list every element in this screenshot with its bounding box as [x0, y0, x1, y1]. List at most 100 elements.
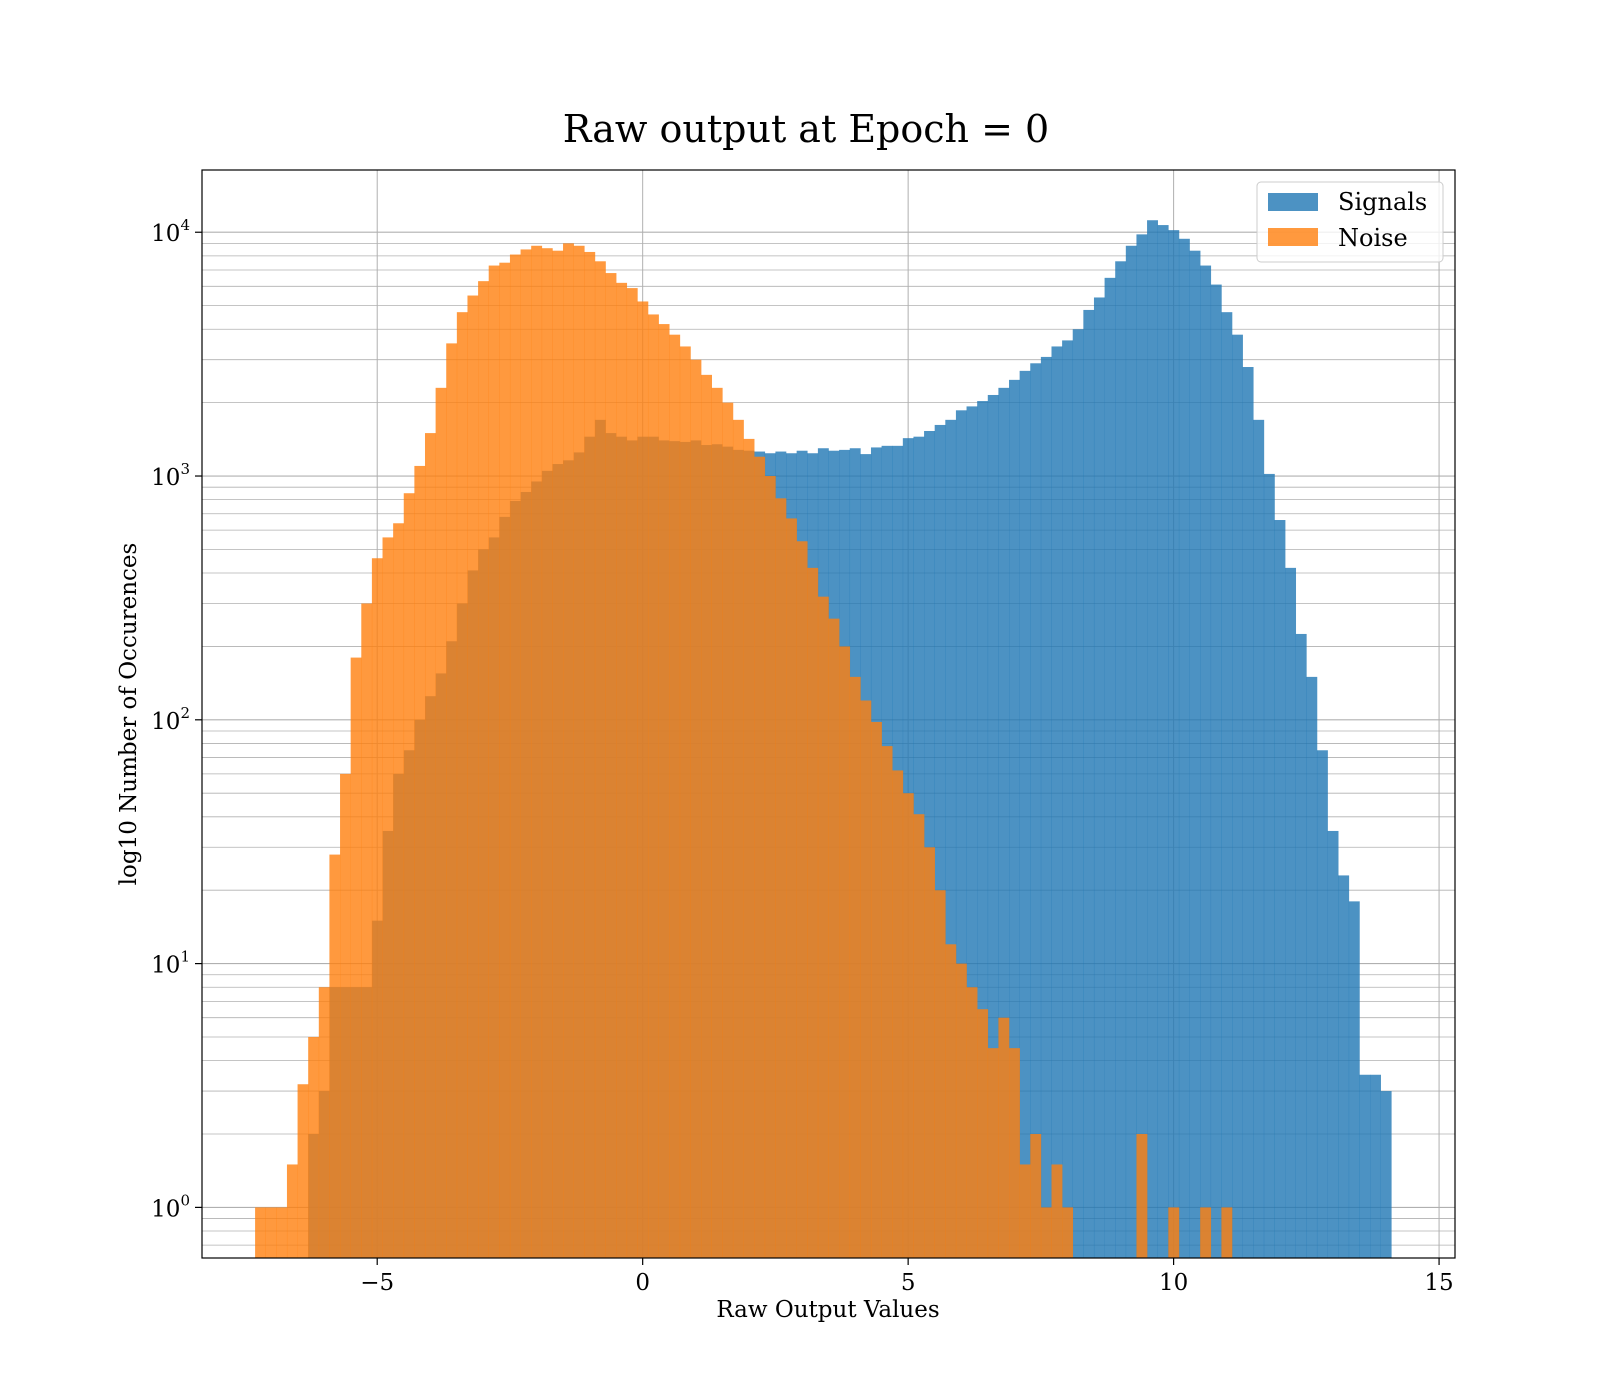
noise-bar: [892, 770, 904, 1258]
y-axis-label: log10 Number of Occurences: [116, 543, 142, 886]
noise-bar: [616, 282, 628, 1259]
noise-bar: [1009, 1048, 1020, 1258]
signals-bar: [1253, 419, 1265, 1258]
x-tick-label: 0: [635, 1270, 650, 1296]
noise-bar: [297, 1084, 309, 1258]
noise-bar: [881, 746, 893, 1258]
noise-bars: [255, 243, 1233, 1259]
legend-label-signals: Signals: [1338, 188, 1427, 216]
signals-bar: [924, 430, 935, 1258]
noise-bar: [658, 324, 670, 1258]
noise-bar: [509, 254, 521, 1259]
signals-bar: [1030, 363, 1042, 1259]
signals-bar: [1338, 875, 1350, 1258]
signals-bar: [1136, 234, 1148, 1259]
signals-bar: [1210, 284, 1222, 1258]
noise-bar: [945, 944, 957, 1258]
y-tick-label: 100: [151, 1191, 190, 1222]
noise-bar: [722, 402, 734, 1258]
noise-bar: [647, 314, 659, 1259]
noise-bar: [520, 249, 532, 1258]
noise-bar: [371, 558, 383, 1258]
noise-bar: [265, 1207, 277, 1258]
signals-bar: [1306, 676, 1318, 1258]
noise-bar: [870, 721, 882, 1258]
noise-bar: [1030, 1133, 1042, 1258]
noise-bar: [403, 493, 415, 1258]
noise-bar: [1221, 1207, 1233, 1258]
signals-bar: [1019, 370, 1031, 1259]
noise-bar: [255, 1207, 267, 1258]
noise-bar: [1168, 1207, 1180, 1258]
legend-swatch-noise: [1268, 228, 1318, 246]
noise-bar: [977, 1009, 989, 1258]
noise-bar: [340, 773, 351, 1258]
signals-bar: [1380, 1091, 1392, 1258]
noise-bar: [531, 245, 543, 1258]
signals-bar: [987, 394, 999, 1258]
signals-bar: [977, 401, 989, 1258]
noise-bar: [329, 854, 341, 1258]
signals-bar: [934, 424, 946, 1259]
noise-bar: [286, 1164, 298, 1258]
noise-bar: [456, 312, 468, 1258]
noise-bar: [1040, 1207, 1052, 1258]
signals-bar: [966, 406, 978, 1258]
signals-bar: [1072, 329, 1084, 1258]
noise-bar: [934, 890, 946, 1258]
noise-bar: [828, 618, 840, 1258]
noise-bar: [446, 343, 458, 1258]
chart-title: Raw output at Epoch = 0: [563, 107, 1049, 151]
noise-bar: [361, 603, 373, 1258]
noise-bar: [605, 273, 617, 1258]
noise-bar: [817, 596, 829, 1258]
noise-bar: [541, 248, 553, 1258]
noise-bar: [807, 567, 819, 1258]
signals-bar: [1125, 245, 1137, 1258]
signals-bar: [955, 410, 967, 1259]
signals-bar: [1062, 340, 1074, 1258]
noise-bar: [679, 346, 691, 1258]
noise-bar: [308, 1036, 320, 1258]
noise-bar: [786, 518, 797, 1258]
noise-bar: [573, 245, 585, 1258]
noise-bar: [902, 793, 914, 1258]
noise-bar: [764, 476, 776, 1259]
plot-frame: [201, 169, 1456, 1259]
signals-bar: [1316, 750, 1328, 1258]
x-tick-label: 10: [1159, 1270, 1188, 1296]
noise-bar: [1051, 1164, 1063, 1258]
signals-bar: [1051, 346, 1063, 1258]
noise-bar: [669, 334, 681, 1258]
noise-bar: [1136, 1133, 1148, 1258]
signals-bar: [1168, 230, 1180, 1258]
signals-bar: [1295, 633, 1307, 1258]
signals-bar: [1147, 220, 1158, 1258]
noise-bar: [350, 657, 362, 1258]
noise-bar: [924, 847, 935, 1258]
noise-bar: [849, 676, 861, 1258]
signals-bar: [1115, 261, 1127, 1259]
signals-bar: [1348, 901, 1360, 1258]
noise-bar: [1062, 1207, 1074, 1258]
noise-bar: [690, 359, 702, 1259]
noise-bar: [711, 387, 723, 1258]
noise-bar: [478, 281, 490, 1258]
signals-bar: [998, 387, 1010, 1258]
noise-bar: [732, 419, 744, 1258]
y-tick-label: 102: [151, 704, 190, 735]
noise-bar: [966, 987, 978, 1258]
y-tick-label: 101: [151, 948, 190, 979]
y-axis-ticks: 100 101 102 103 104: [151, 216, 202, 1222]
noise-bar: [594, 261, 606, 1259]
x-axis-ticks: −5 0 5 10 15: [360, 1258, 1454, 1296]
signals-bar: [1370, 1074, 1381, 1258]
noise-bar: [796, 541, 808, 1258]
legend: Signals Noise: [1256, 181, 1444, 263]
signals-bar: [1232, 334, 1243, 1258]
signals-bar: [1327, 830, 1339, 1258]
noise-bar: [563, 243, 574, 1259]
signals-bar: [1221, 312, 1233, 1258]
signals-bar: [1083, 309, 1095, 1258]
